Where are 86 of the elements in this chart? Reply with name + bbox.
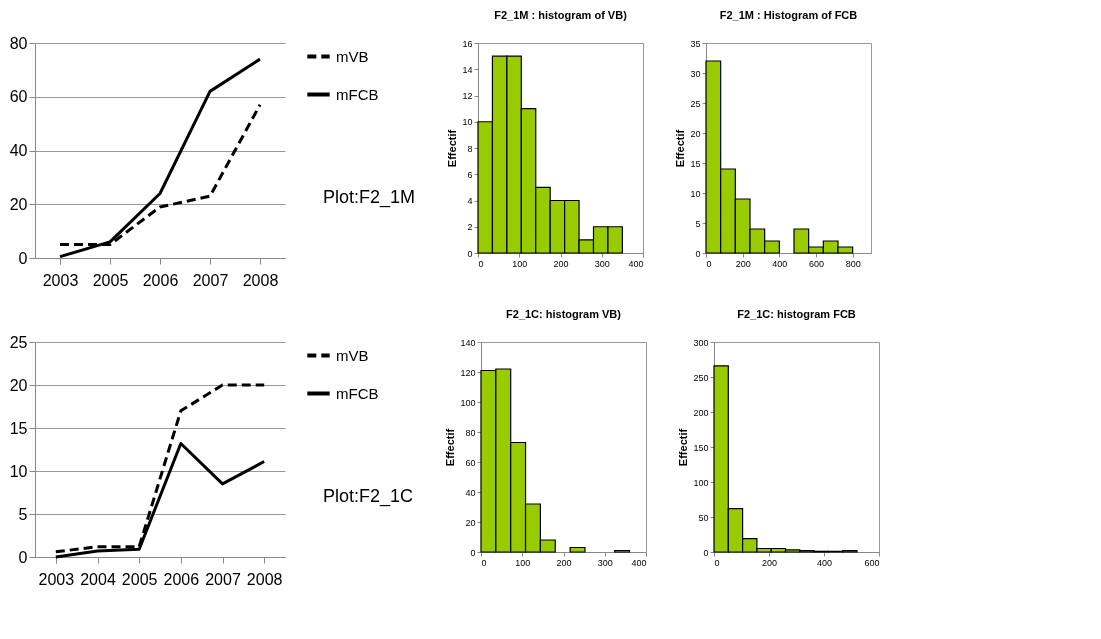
y-tick-label: 20	[690, 128, 701, 139]
y-tick-label: 100	[693, 477, 709, 488]
y-tick-label: 4	[467, 196, 473, 206]
y-tick-label: 16	[462, 38, 473, 49]
y-tick-label: 35	[690, 38, 701, 49]
y-tick-label: 6	[467, 169, 473, 180]
y-tick-label: 15	[9, 419, 28, 437]
x-tick-label: 400	[631, 557, 647, 568]
line-series	[54, 383, 266, 554]
y-axis-title: Effectif	[446, 129, 459, 168]
y-tick-label: 60	[9, 88, 28, 106]
y-tick-label: 20	[465, 517, 476, 528]
y-tick-label: 20	[9, 376, 28, 394]
y-tick-label: 80	[9, 34, 28, 52]
legend-label: mVB	[336, 47, 369, 65]
x-tick-label: 2006	[163, 570, 200, 588]
y-tick-label: 60	[465, 457, 476, 468]
y-tick-label: 150	[693, 442, 709, 453]
x-tick-label: 2003	[38, 570, 75, 588]
text: Plot:F2_1C	[323, 485, 414, 507]
y-tick-label: 20	[9, 195, 28, 213]
y-tick-label: 0	[695, 248, 701, 259]
y-tick-label: 10	[9, 462, 28, 480]
y-tick-label: 200	[693, 407, 709, 418]
y-tick-label: 250	[693, 372, 709, 383]
chart-title: F2_1C: histogram VB)	[506, 308, 622, 320]
x-tick-label: 100	[515, 557, 531, 568]
x-tick-label: 2007	[205, 570, 241, 588]
x-tick-label: 2008	[242, 271, 279, 289]
y-tick-label: 2	[467, 222, 473, 233]
x-tick-label: 2005	[121, 570, 158, 588]
text: Plot:F2_1M	[323, 186, 416, 208]
x-tick-label: 400	[772, 258, 788, 269]
x-tick-label: 0	[481, 557, 487, 568]
y-tick-label: 0	[467, 248, 473, 259]
y-tick-label: 5	[695, 218, 701, 229]
y-tick-label: 14	[462, 64, 473, 75]
chart-title: F2_1M : Histogram of FCB	[719, 9, 858, 21]
x-tick-label: 0	[714, 557, 720, 568]
y-axis-title: Effectif	[674, 129, 687, 168]
y-tick-label: 120	[460, 367, 476, 378]
x-tick-label: 2003	[42, 271, 79, 289]
y-axis-title: Effectif	[677, 428, 690, 467]
y-tick-label: 25	[9, 333, 28, 351]
y-tick-label: 15	[690, 158, 701, 169]
x-tick-label: 400	[816, 557, 833, 568]
x-tick-label: 100	[512, 258, 528, 269]
y-tick-label: 12	[462, 91, 473, 101]
x-tick-label: 300	[594, 258, 610, 269]
line-series	[58, 57, 262, 259]
y-tick-label: 50	[698, 512, 709, 523]
x-tick-label: 600	[808, 258, 825, 269]
y-tick-label: 140	[460, 337, 476, 348]
y-tick-label: 10	[462, 117, 473, 128]
x-tick-label: 2008	[246, 570, 283, 588]
x-tick-label: 300	[597, 557, 613, 568]
y-tick-label: 5	[18, 505, 28, 523]
y-tick-label: 40	[9, 142, 28, 159]
x-tick-label: 200	[761, 557, 778, 568]
x-tick-label: 400	[628, 258, 644, 269]
y-axis-title: Effectif	[444, 428, 457, 467]
legend-label: mVB	[336, 346, 369, 364]
x-tick-label: 800	[845, 258, 861, 269]
y-tick-label: 30	[690, 68, 701, 79]
y-tick-label: 40	[465, 487, 476, 498]
x-tick-label: 2007	[192, 271, 229, 289]
x-tick-label: 2005	[92, 271, 129, 289]
legend-label: mFCB	[336, 85, 379, 103]
y-tick-label: 8	[467, 143, 473, 154]
chart-title: F2_1M : histogram of VB)	[494, 9, 628, 21]
y-tick-label: 10	[690, 188, 701, 199]
x-tick-label: 200	[553, 258, 569, 269]
y-tick-label: 80	[465, 427, 476, 438]
y-tick-label: 100	[460, 397, 476, 408]
y-tick-label: 0	[703, 547, 709, 558]
x-tick-label: 0	[478, 258, 484, 269]
x-tick-label: 200	[735, 258, 751, 269]
y-tick-label: 0	[470, 547, 476, 558]
chart-title: F2_1C: histogram FCB	[737, 308, 856, 320]
legend-label: mFCB	[336, 384, 379, 402]
x-tick-label: 200	[556, 557, 572, 568]
y-tick-label: 300	[693, 337, 709, 348]
x-tick-label: 2006	[142, 271, 179, 289]
y-tick-label: 25	[690, 98, 701, 109]
x-tick-label: 600	[864, 557, 880, 568]
x-tick-label: 2004	[80, 570, 116, 588]
